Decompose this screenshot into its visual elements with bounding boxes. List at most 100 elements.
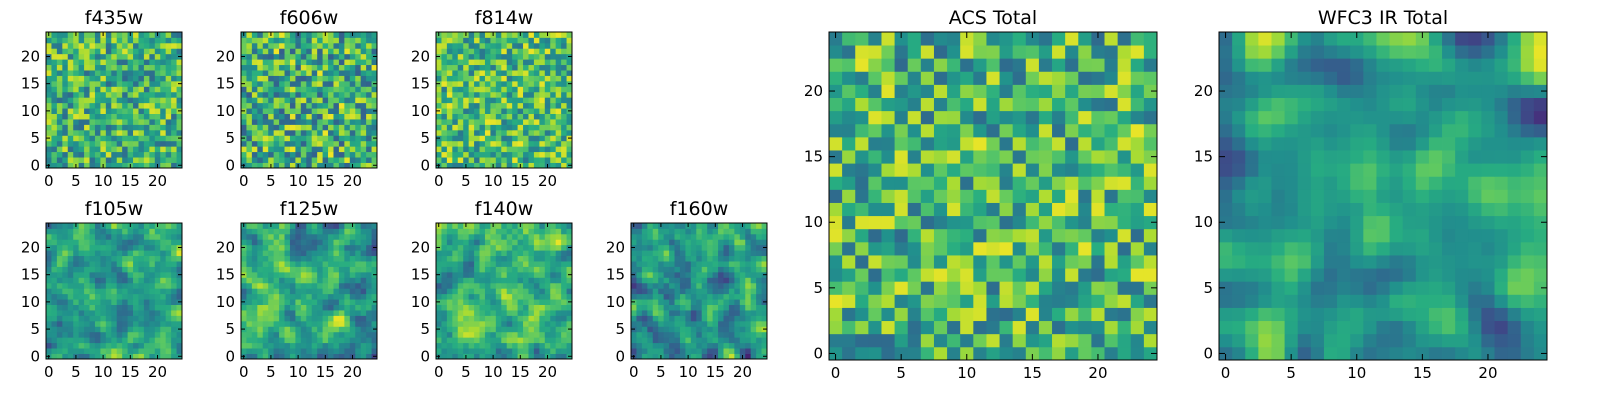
heatmap-cell: [122, 64, 128, 71]
heatmap-cell: [484, 146, 491, 153]
heatmap-cell: [273, 223, 280, 229]
heatmap-cell: [62, 331, 69, 338]
heatmap-cell: [555, 102, 562, 109]
x-tick-label: 20: [538, 363, 557, 381]
heatmap-cell: [328, 255, 334, 262]
heatmap-cell: [338, 124, 345, 131]
heatmap-cell: [171, 157, 177, 163]
heatmap-cell: [641, 233, 648, 240]
heatmap-cell: [138, 228, 145, 235]
heatmap-cell: [739, 310, 746, 316]
plot-frame: [630, 222, 768, 360]
heatmap-cell: [122, 32, 128, 38]
heatmap-cell: [723, 233, 730, 240]
heatmap-cell: [528, 326, 535, 333]
heatmap-cell: [171, 239, 177, 246]
heatmap-cell: [539, 250, 546, 257]
heatmap-cell: [246, 157, 253, 163]
heatmap-cell: [868, 189, 882, 203]
heatmap-cell: [111, 310, 118, 316]
heatmap-cell: [506, 32, 513, 38]
heatmap-cell: [273, 271, 280, 278]
heatmap-cell: [328, 102, 334, 109]
heatmap-cell: [154, 70, 161, 76]
heatmap-cell: [241, 288, 247, 295]
heatmap-cell: [468, 223, 475, 229]
x-tick-label: 0: [44, 363, 54, 381]
heatmap-cell: [251, 32, 258, 38]
heatmap-cell: [133, 102, 139, 109]
heatmap-cell: [51, 277, 58, 284]
heatmap-cell: [268, 129, 275, 136]
heatmap-cell: [647, 348, 654, 354]
heatmap-cell: [111, 48, 118, 55]
heatmap-cell: [463, 97, 470, 104]
heatmap-cell: [441, 97, 448, 104]
heatmap-cell: [517, 255, 524, 262]
heatmap-cell: [333, 320, 340, 327]
heatmap-cell: [674, 282, 681, 289]
heatmap-cell: [555, 124, 562, 131]
heatmap-cell: [338, 320, 345, 327]
heatmap-cell: [1065, 163, 1079, 177]
heatmap-cell: [960, 176, 974, 190]
heatmap-cell: [171, 271, 177, 278]
heatmap-cell: [246, 239, 253, 246]
heatmap-cell: [62, 266, 69, 273]
heatmap-cell: [555, 337, 562, 344]
heatmap-cell: [707, 250, 713, 257]
heatmap-cell: [127, 348, 134, 354]
heatmap-cell: [506, 140, 513, 147]
heatmap-cell: [868, 163, 882, 177]
heatmap-cell: [539, 140, 546, 147]
heatmap-cell: [73, 97, 80, 104]
heatmap-cell: [561, 162, 567, 169]
heatmap-cell: [171, 342, 177, 349]
heatmap-cell: [116, 129, 123, 136]
heatmap-cell: [94, 271, 101, 278]
heatmap-cell: [122, 266, 128, 273]
chart-title: f105w: [85, 198, 144, 220]
heatmap-cell: [501, 151, 508, 158]
heatmap-cell: [171, 80, 177, 87]
heatmap-cell: [51, 353, 58, 360]
heatmap-cell: [46, 91, 52, 98]
heatmap-cell: [479, 129, 486, 136]
heatmap-cell: [452, 86, 459, 93]
heatmap-cell: [512, 288, 518, 295]
heatmap-cell: [328, 151, 334, 158]
heatmap-cell: [566, 239, 573, 246]
heatmap-cell: [73, 304, 80, 311]
heatmap-cell: [111, 135, 118, 142]
heatmap-cell: [279, 157, 285, 163]
heatmap-cell: [550, 124, 557, 131]
heatmap-cell: [701, 348, 708, 354]
heatmap-cell: [479, 299, 486, 305]
heatmap-cell: [528, 277, 535, 284]
heatmap-cell: [160, 59, 167, 66]
heatmap-cell: [550, 250, 557, 257]
heatmap-cell: [1012, 307, 1027, 322]
heatmap-cell: [51, 244, 58, 251]
heatmap-cell: [539, 102, 546, 109]
heatmap-cell: [512, 108, 518, 114]
heatmap-cell: [251, 261, 258, 267]
heatmap-cell: [452, 342, 459, 349]
heatmap-cell: [669, 223, 675, 229]
heatmap-cell: [495, 293, 502, 300]
heatmap-cell: [56, 91, 63, 98]
heatmap-cell: [561, 277, 567, 284]
heatmap-cell: [284, 32, 291, 38]
heatmap-cell: [463, 102, 470, 109]
heatmap-cell: [495, 261, 502, 267]
heatmap-cell: [317, 108, 323, 114]
heatmap-cell: [328, 261, 334, 267]
heatmap-cell: [512, 91, 518, 98]
heatmap-cell: [311, 261, 318, 267]
heatmap-cell: [284, 255, 291, 262]
heatmap-cell: [973, 255, 987, 269]
heatmap-cell: [338, 32, 345, 38]
